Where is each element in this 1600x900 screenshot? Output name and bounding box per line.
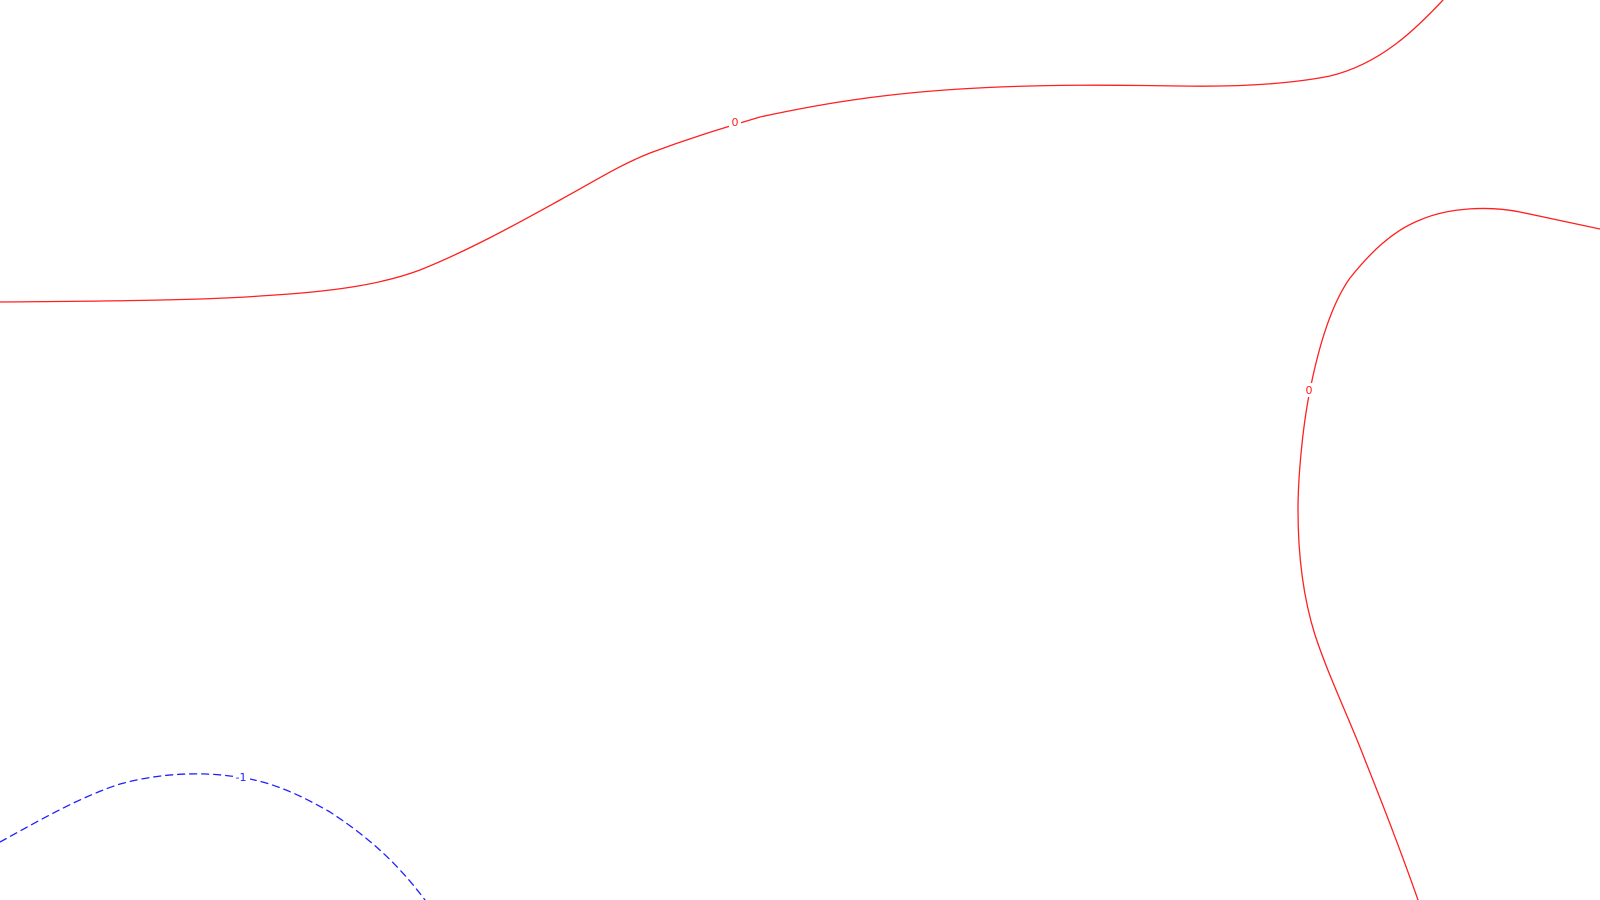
contour-line-zero-north (0, 0, 1444, 303)
contour-label-background (729, 116, 741, 130)
contour-label-minus-one-southwest: -1 (236, 771, 247, 784)
contour-label-background (1303, 383, 1315, 397)
contour-line-zero-east (1297, 207, 1600, 900)
contour-label-group-minus-one-southwest: -1 (233, 770, 250, 784)
contour-label-zero-east: 0 (1306, 384, 1313, 397)
contour-line-minus-one-southwest (0, 773, 426, 900)
contour-label-background (233, 770, 250, 784)
contour-label-zero-north: 0 (732, 116, 739, 129)
contour-label-group-zero-north: 0 (729, 116, 741, 130)
contour-label-group-zero-east: 0 (1303, 383, 1315, 397)
